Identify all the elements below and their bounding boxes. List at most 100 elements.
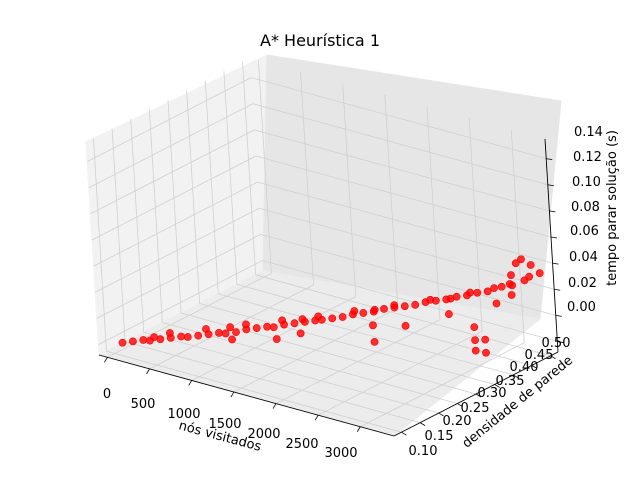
x-gridline xyxy=(510,129,525,343)
data-point xyxy=(470,323,479,332)
data-point xyxy=(400,302,409,311)
data-point xyxy=(482,348,490,357)
z-tick-label: 0.08 xyxy=(571,200,600,215)
z-tick-label: 0.12 xyxy=(573,150,602,165)
data-point xyxy=(471,346,480,355)
x-tick-mark xyxy=(104,357,108,363)
z-tick-mark xyxy=(547,184,554,187)
z-tick-mark xyxy=(549,210,556,213)
data-point xyxy=(226,323,235,332)
y-gridline xyxy=(223,71,238,285)
y-gridline xyxy=(242,61,256,275)
data-point xyxy=(202,325,210,333)
z-tick-mark xyxy=(550,236,558,239)
z-tick-label: 0.00 xyxy=(567,300,596,315)
data-point xyxy=(490,284,498,293)
data-point xyxy=(296,329,305,338)
x-tick-labels: 0 500 1000 1500 2000 2500 3000 xyxy=(103,387,358,461)
z-tick-label: 0.10 xyxy=(572,175,601,190)
y-tick-label: 0.35 xyxy=(496,374,525,389)
data-point xyxy=(242,320,250,329)
data-point xyxy=(369,321,377,330)
x-tick-mark xyxy=(146,368,150,375)
y-tick-mark xyxy=(494,384,500,388)
y-tick-mark xyxy=(419,422,426,426)
data-point xyxy=(446,294,455,303)
data-point xyxy=(511,259,520,268)
z-gridline xyxy=(251,77,547,159)
data-point xyxy=(507,291,516,299)
data-point xyxy=(445,310,453,318)
z-gridline xyxy=(252,103,548,186)
z-tick-label: 0.04 xyxy=(569,250,598,265)
data-point xyxy=(471,336,479,345)
z-axis-line xyxy=(544,138,559,353)
data-point xyxy=(466,288,474,297)
data-point xyxy=(221,329,230,338)
data-point xyxy=(505,280,514,288)
z-gridline xyxy=(260,234,556,316)
data-point xyxy=(252,324,261,332)
x-tick-label: 2000 xyxy=(247,427,280,442)
data-point xyxy=(483,287,492,296)
data-point xyxy=(177,332,186,341)
data-point xyxy=(411,300,420,309)
data-points xyxy=(118,255,544,357)
z-gridline xyxy=(90,129,255,215)
x-gridline xyxy=(258,60,272,274)
y-gridline xyxy=(218,293,514,376)
data-point xyxy=(263,322,272,331)
z-gridline xyxy=(87,77,252,162)
data-point xyxy=(290,319,299,328)
data-point xyxy=(380,305,388,313)
y-tick-label: 0.25 xyxy=(461,401,490,416)
x-gridline xyxy=(384,95,399,309)
data-point xyxy=(492,299,501,308)
data-point xyxy=(535,269,544,278)
data-point xyxy=(359,309,368,317)
y-gridline xyxy=(255,274,551,357)
y-tick-mark xyxy=(475,393,482,398)
z-gridline xyxy=(88,103,253,189)
z-gridline xyxy=(94,207,260,293)
x-gridline xyxy=(342,83,357,297)
x-gridline xyxy=(300,71,314,285)
y-gridline xyxy=(199,303,495,385)
data-point xyxy=(473,288,482,297)
data-point xyxy=(298,315,307,324)
data-point xyxy=(215,329,223,337)
y-tick-mark xyxy=(401,431,407,436)
data-point xyxy=(194,331,203,340)
data-point xyxy=(228,335,236,344)
y-gridline xyxy=(204,80,219,294)
z-tick-mark xyxy=(552,262,559,265)
data-point xyxy=(129,337,137,346)
x-tick-mark xyxy=(356,426,361,432)
y-gridline xyxy=(93,138,107,352)
y-gridline xyxy=(186,90,201,304)
z-tick-labels: 0.00 0.02 0.04 0.06 0.08 0.10 0.12 0.14 xyxy=(567,125,603,315)
y-tick-mark xyxy=(513,374,519,379)
data-point xyxy=(370,338,379,346)
y-tick-label: 0.15 xyxy=(425,429,454,444)
chart-title: A* Heurística 1 xyxy=(260,31,380,50)
data-point xyxy=(497,282,506,291)
data-point xyxy=(272,335,281,343)
data-point xyxy=(525,272,534,281)
z-gridline xyxy=(91,155,257,241)
data-point xyxy=(328,314,337,323)
z-gridline xyxy=(96,234,261,319)
y-tick-label: 0.45 xyxy=(525,348,554,363)
z-gridline xyxy=(93,181,258,267)
y-tick-mark xyxy=(550,355,556,360)
y-tick-mark xyxy=(457,403,463,407)
data-point xyxy=(401,321,410,330)
y-tick-label: 0.10 xyxy=(409,444,438,459)
data-point xyxy=(314,312,323,321)
y-tick-mark xyxy=(531,365,538,369)
x-tick-label: 2500 xyxy=(285,437,318,452)
data-point xyxy=(390,301,399,310)
z-gridline xyxy=(255,155,552,238)
data-point xyxy=(183,333,192,341)
